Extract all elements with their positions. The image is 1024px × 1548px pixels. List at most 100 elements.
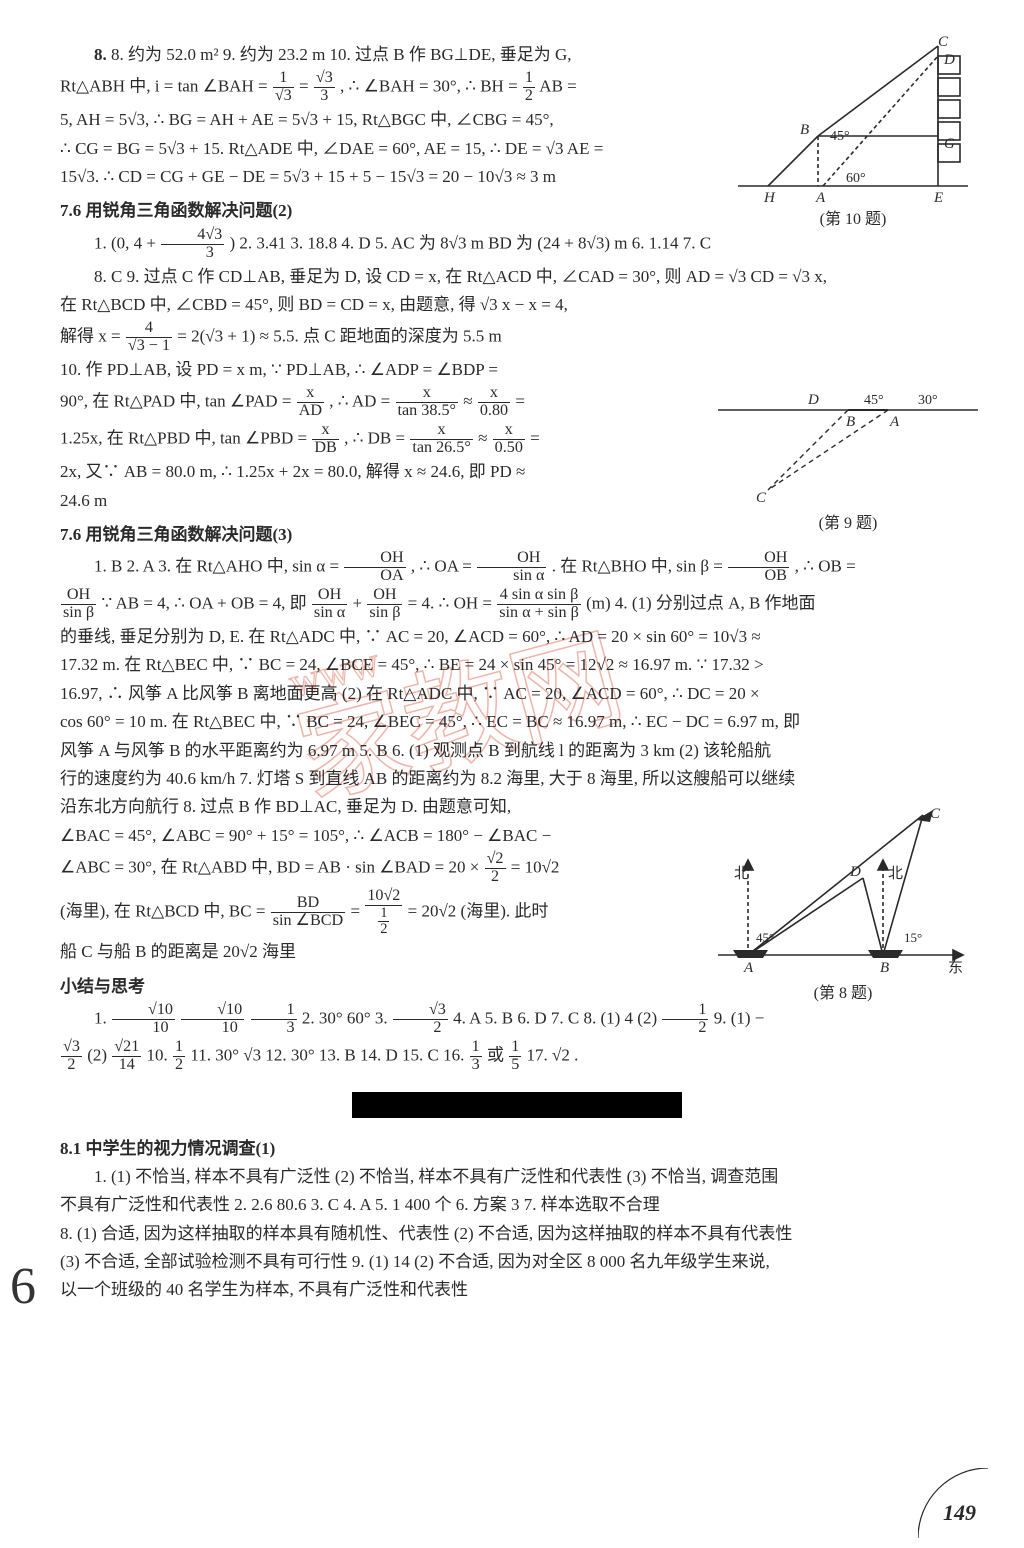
fraction: 4√33 (161, 227, 224, 262)
text-line: 15√3. ∴ CD = CG + GE − DE = 5√3 + 15 + 5… (60, 164, 700, 190)
t: 17. √2 . (527, 1045, 579, 1064)
handwritten-margin-note: 6 (10, 1247, 36, 1328)
text-line: 8. (1) 合适, 因为这样抽取的样本具有随机性、代表性 (2) 不合适, 因… (60, 1221, 974, 1247)
t: = 2(√3 + 1) ≈ 5.5. 点 C 距地面的深度为 5.5 m (177, 327, 501, 346)
fraction: 10√2 12 (365, 888, 402, 937)
text-line: 2x, 又∵ AB = 80.0 m, ∴ 1.25x + 2x = 80.0,… (60, 459, 700, 485)
text-line: Rt△ABH 中, i = tan ∠BAH = 1√3 = √33 , ∴ ∠… (60, 70, 700, 105)
text-line: 解得 x = 4√3 − 1 = 2(√3 + 1) ≈ 5.5. 点 C 距地… (60, 320, 700, 355)
t: ≈ (478, 429, 492, 448)
t: . 在 Rt△BHO 中, sin β = (552, 557, 727, 576)
text-line: 8. 8. 约为 52.0 m² 9. 约为 23.2 m 10. 过点 B 作… (60, 42, 700, 68)
text-line: 1. √1010 √1010 13 2. 30° 60° 3. √32 4. A… (60, 1002, 974, 1037)
text-line: 1. B 2. A 3. 在 Rt△AHO 中, sin α = OHOA , … (60, 550, 974, 585)
fraction: BDsin ∠BCD (271, 895, 346, 930)
text-line: √32 (2) √2114 10. 12 11. 30° √3 12. 30° … (60, 1039, 974, 1074)
t: ∠ABC = 30°, 在 Rt△ABD 中, BD = AB · sin ∠B… (60, 857, 484, 876)
t: 8. 约为 52.0 m² 9. 约为 23.2 m 10. 过点 B 作 BG… (111, 45, 572, 64)
t: 11. 30° √3 12. 30° 13. B 14. D 15. C 16. (190, 1045, 468, 1064)
t: = (530, 429, 540, 448)
fraction: 13 (470, 1039, 482, 1074)
section-title-summary: 小结与思考 (60, 974, 974, 1000)
t: 或 (487, 1045, 508, 1064)
text-line: 16.97, ∴ 风筝 A 比风筝 B 离地面更高 (2) 在 Rt△ADC 中… (60, 681, 974, 707)
t: , ∴ OB = (795, 557, 856, 576)
t: 1. (94, 1008, 111, 1027)
t: , ∴ OA = (411, 557, 476, 576)
fraction: 12 (523, 70, 535, 105)
t: , ∴ ∠BAH = 30°, ∴ BH = (340, 77, 522, 96)
text-line: 船 C 与船 B 的距离是 20√2 海里 (60, 939, 700, 965)
text-line: 1.25x, 在 Rt△PBD 中, tan ∠PBD = xDB , ∴ DB… (60, 422, 700, 457)
fraction: √22 (485, 851, 506, 886)
t: ≈ (463, 392, 477, 411)
text-line: 1. (0, 4 + 4√33 ) 2. 3.41 3. 18.8 4. D 5… (60, 227, 974, 262)
page-number: 149 (943, 1496, 976, 1530)
text-line: ∠ABC = 30°, 在 Rt△ABD 中, BD = AB · sin ∠B… (60, 851, 700, 886)
t: , ∴ AD = (329, 392, 394, 411)
text-line: 沿东北方向航行 8. 过点 B 作 BD⊥AC, 垂足为 D. 由题意可知, (60, 794, 700, 820)
t: = 4. ∴ OH = (408, 594, 497, 613)
t: = 20√2 (海里). 此时 (408, 901, 549, 920)
fraction: √1010 (112, 1002, 175, 1037)
section-title-8-1: 8.1 中学生的视力情况调查(1) (60, 1136, 974, 1162)
text-line: (3) 不合适, 全部试验检测不具有可行性 9. (1) 14 (2) 不合适,… (60, 1249, 974, 1275)
text-line: 24.6 m (60, 488, 700, 514)
fraction: 12 (173, 1039, 185, 1074)
fraction: √32 (393, 1002, 448, 1037)
t: , ∴ DB = (344, 429, 409, 448)
text-line: 在 Rt△BCD 中, ∠CBD = 45°, 则 BD = CD = x, 由… (60, 292, 700, 318)
t: ) 2. 3.41 3. 18.8 4. D 5. AC 为 8√3 m BD … (230, 233, 712, 252)
fraction: 15 (509, 1039, 521, 1074)
t: ∵ AB = 4, ∴ OA + OB = 4, 即 (101, 594, 311, 613)
fraction: OHsin α (477, 550, 546, 585)
text-line: 行的速度约为 40.6 km/h 7. 灯塔 S 到直线 AB 的距离约为 8.… (60, 766, 974, 792)
t: = (350, 901, 364, 920)
fraction: xDB (312, 422, 338, 457)
content: 8. 8. 约为 52.0 m² 9. 约为 23.2 m 10. 过点 B 作… (60, 42, 974, 1304)
fraction: 1√3 (273, 70, 294, 105)
fraction: x0.50 (493, 422, 525, 457)
fraction: xtan 38.5° (396, 385, 458, 420)
fraction: 4 sin α sin βsin α + sin β (497, 587, 581, 622)
text-line: 以一个班级的 40 名学生为样本, 不具有广泛性和代表性 (60, 1277, 974, 1303)
text-line: 5, AH = 5√3, ∴ BG = AH + AE = 5√3 + 15, … (60, 107, 700, 133)
text-line: cos 60° = 10 m. 在 Rt△BEC 中, ∵ BC = 24, ∠… (60, 709, 974, 735)
fraction: √1010 (181, 1002, 244, 1037)
t: = (515, 392, 525, 411)
fraction: OHsin α (312, 587, 347, 622)
t: Rt△ABH 中, i = tan ∠BAH = (60, 77, 272, 96)
text-line: 10. 作 PD⊥AB, 设 PD = x m, ∵ PD⊥AB, ∴ ∠ADP… (60, 357, 700, 383)
section-title-7-6-2: 7.6 用锐角三角函数解决问题(2) (60, 198, 974, 224)
t: 1.25x, 在 Rt△PBD 中, tan ∠PBD = (60, 429, 311, 448)
section-title-7-6-3: 7.6 用锐角三角函数解决问题(3) (60, 522, 974, 548)
t: 10. (147, 1045, 173, 1064)
t: + (352, 594, 366, 613)
fraction: √32 (61, 1039, 82, 1074)
fraction: 4√3 − 1 (126, 320, 172, 355)
text-line: 90°, 在 Rt△PAD 中, tan ∠PAD = xAD , ∴ AD =… (60, 385, 700, 420)
text-line: ∴ CG = BG = 5√3 + 15. Rt△ADE 中, ∠DAE = 6… (60, 136, 700, 162)
fraction: OHsin β (367, 587, 402, 622)
text-line: (海里), 在 Rt△BCD 中, BC = BDsin ∠BCD = 10√2… (60, 888, 700, 937)
t: (2) (87, 1045, 111, 1064)
t: (海里), 在 Rt△BCD 中, BC = (60, 901, 270, 920)
t: 解得 x = (60, 327, 125, 346)
chapter-divider-bar: 第 8 章 统计和概率的简单应 (352, 1092, 682, 1118)
fraction: √2114 (112, 1039, 141, 1074)
t: 90°, 在 Rt△PAD 中, tan ∠PAD = (60, 392, 296, 411)
fraction: OHOB (728, 550, 789, 585)
t: AB = (539, 77, 576, 96)
t: (m) 4. (1) 分别过点 A, B 作地面 (586, 594, 815, 613)
fraction: 12 (662, 1002, 708, 1037)
t: = 10√2 (511, 857, 560, 876)
text-line: 17.32 m. 在 Rt△BEC 中, ∵ BC = 24, ∠BCE = 4… (60, 652, 974, 678)
fraction: OHsin β (61, 587, 96, 622)
fraction: x0.80 (478, 385, 510, 420)
t: 2. 30° 60° 3. (302, 1008, 392, 1027)
t: 4. A 5. B 6. D 7. C 8. (1) 4 (2) (453, 1008, 661, 1027)
fraction: √33 (314, 70, 335, 105)
fraction: OHOA (344, 550, 405, 585)
fraction: 13 (251, 1002, 297, 1037)
text-line: ∠BAC = 45°, ∠ABC = 90° + 15° = 105°, ∴ ∠… (60, 823, 700, 849)
